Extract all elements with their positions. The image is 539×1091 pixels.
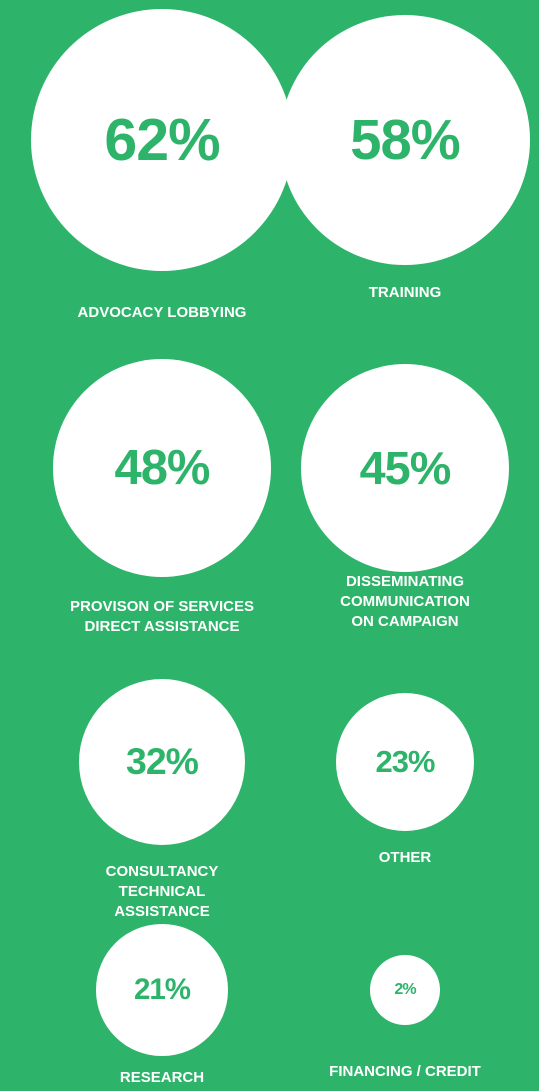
category-label: DISSEMINATING COMMUNICATION ON CAMPAIGN xyxy=(340,573,470,630)
value-label: 2% xyxy=(394,980,416,998)
category-label: RESEARCH xyxy=(119,1069,205,1086)
category-label: FINANCING / CREDIT xyxy=(329,1063,481,1080)
category-label: ADVOCACY LOBBYING xyxy=(77,304,247,321)
category-label: OTHER xyxy=(378,849,432,866)
bubble: 2% xyxy=(369,954,441,1026)
bubble: 32% xyxy=(78,678,246,846)
value-label: 62% xyxy=(104,106,220,173)
value-label: 32% xyxy=(126,740,199,783)
bubble: 62% xyxy=(30,8,294,272)
bubble: 45% xyxy=(301,364,509,572)
bubble: 58% xyxy=(280,15,530,265)
value-label: 23% xyxy=(375,743,436,779)
category-label: CONSULTANCY TECHNICAL ASSISTANCE xyxy=(105,863,219,920)
value-label: 48% xyxy=(114,440,210,495)
value-label: 45% xyxy=(359,442,452,494)
value-label: 58% xyxy=(350,108,460,172)
category-label: PROVISON OF SERVICES DIRECT ASSISTANCE xyxy=(70,598,254,635)
bubble: 21% xyxy=(96,924,228,1056)
category-label: TRAINING xyxy=(368,284,442,301)
bubble: 23% xyxy=(336,693,474,831)
bubble: 48% xyxy=(53,359,271,577)
value-label: 21% xyxy=(133,972,191,1006)
